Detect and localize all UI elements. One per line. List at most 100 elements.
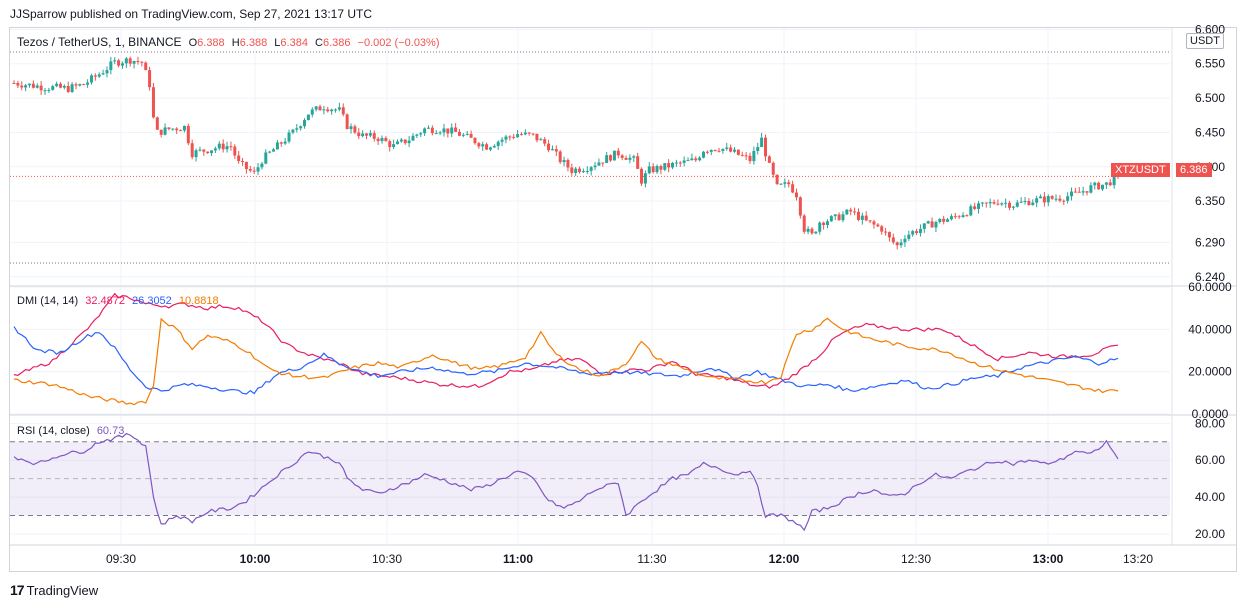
- candle-body: [190, 143, 194, 158]
- candle-body: [756, 147, 760, 151]
- candle-body: [500, 139, 504, 142]
- candle-body: [415, 134, 419, 136]
- candle-body: [151, 87, 155, 118]
- candle-body: [113, 60, 117, 62]
- candle-body: [1081, 191, 1085, 193]
- tradingview-logo[interactable]: 17 TradingView: [10, 582, 98, 598]
- candle-body: [16, 83, 20, 86]
- candle-body: [326, 109, 330, 112]
- candle-body: [345, 114, 349, 129]
- candle-body: [349, 126, 353, 129]
- candle-body: [314, 106, 318, 110]
- candle-body: [988, 202, 992, 204]
- candle-body: [702, 151, 706, 158]
- dmi-tick-label: 20.0000: [1188, 365, 1232, 379]
- candle-body: [829, 216, 833, 222]
- candle-body: [430, 127, 434, 134]
- candle-body: [748, 155, 752, 162]
- candle-body: [124, 58, 128, 64]
- symbol-name[interactable]: Tezos / TetherUS, 1, BINANCE: [17, 35, 182, 49]
- high-value: 6.388: [239, 37, 268, 49]
- candle-body: [47, 89, 51, 91]
- candle-body: [523, 132, 527, 135]
- candle-body: [562, 160, 566, 163]
- dmi-minus-value: 26.3052: [132, 295, 172, 307]
- candle-body: [485, 144, 489, 150]
- candle-body: [671, 162, 675, 168]
- candle-body: [547, 143, 551, 151]
- candle-body: [454, 127, 458, 132]
- candle-body: [24, 85, 28, 88]
- candle-body: [310, 109, 314, 115]
- high-label: H: [231, 37, 240, 49]
- rsi-name[interactable]: RSI (14, close): [17, 425, 90, 437]
- candle-body: [1073, 191, 1077, 193]
- candle-body: [895, 242, 899, 246]
- candle-body: [496, 141, 500, 146]
- candle-body: [426, 127, 430, 129]
- candle-body: [392, 144, 396, 148]
- candle-body: [969, 206, 973, 216]
- price-tick-label: 6.290: [1195, 235, 1225, 249]
- candle-body: [980, 202, 984, 204]
- candle-body: [825, 221, 829, 226]
- candle-body: [973, 206, 977, 209]
- candle-body: [89, 75, 93, 83]
- candle-body: [535, 133, 539, 141]
- candle-body: [709, 149, 713, 152]
- candle-body: [481, 144, 485, 147]
- candle-body: [283, 141, 287, 144]
- candle-body: [372, 133, 376, 139]
- candle-body: [252, 170, 256, 172]
- candle-body: [616, 150, 620, 156]
- candle-body: [136, 61, 140, 63]
- candle-body: [206, 151, 210, 154]
- candle-body: [581, 171, 585, 173]
- candle-body: [783, 182, 787, 184]
- candle-body: [539, 139, 543, 141]
- candle-body: [647, 166, 651, 174]
- candle-body: [399, 139, 403, 142]
- dmi-legend: DMI (14, 14) 32.4872 26.3052 10.8818: [17, 295, 223, 307]
- time-tick-label: 11:00: [503, 552, 533, 566]
- candle-body: [488, 147, 492, 150]
- candle-body: [698, 157, 702, 161]
- candle-body: [279, 142, 283, 144]
- candle-body: [965, 215, 969, 217]
- last-price-tag: 6.386: [1176, 163, 1212, 177]
- candle-body: [492, 145, 496, 148]
- candle-body: [1062, 200, 1066, 202]
- candle-body: [198, 149, 202, 151]
- candle-body: [457, 131, 461, 136]
- price-tick-label: 6.350: [1195, 194, 1225, 208]
- low-value: 6.384: [280, 37, 308, 49]
- candle-body: [244, 161, 248, 170]
- currency-button[interactable]: USDT: [1186, 33, 1224, 49]
- candle-body: [942, 218, 946, 222]
- candle-body: [303, 120, 307, 127]
- candle-body: [659, 166, 663, 170]
- candle-body: [589, 167, 593, 171]
- candle-body: [334, 109, 338, 111]
- candle-body: [1027, 200, 1031, 206]
- candle-body: [624, 157, 628, 160]
- candle-body: [140, 61, 144, 63]
- candle-body: [260, 163, 264, 168]
- candle-body: [384, 138, 388, 142]
- dmi-name[interactable]: DMI (14, 14): [17, 295, 79, 307]
- candle-body: [27, 83, 31, 86]
- publish-info: JJSparrow published on TradingView.com, …: [10, 7, 372, 21]
- candle-body: [663, 163, 667, 170]
- candle-body: [690, 158, 694, 161]
- candle-body: [1015, 202, 1019, 207]
- candle-body: [186, 125, 190, 144]
- candle-body: [674, 162, 678, 164]
- candle-body: [516, 134, 520, 138]
- candle-body: [841, 214, 845, 221]
- candle-body: [949, 216, 953, 220]
- candle-body: [241, 161, 245, 163]
- candle-body: [543, 139, 547, 144]
- candle-body: [1112, 174, 1116, 186]
- candle-body: [527, 132, 531, 134]
